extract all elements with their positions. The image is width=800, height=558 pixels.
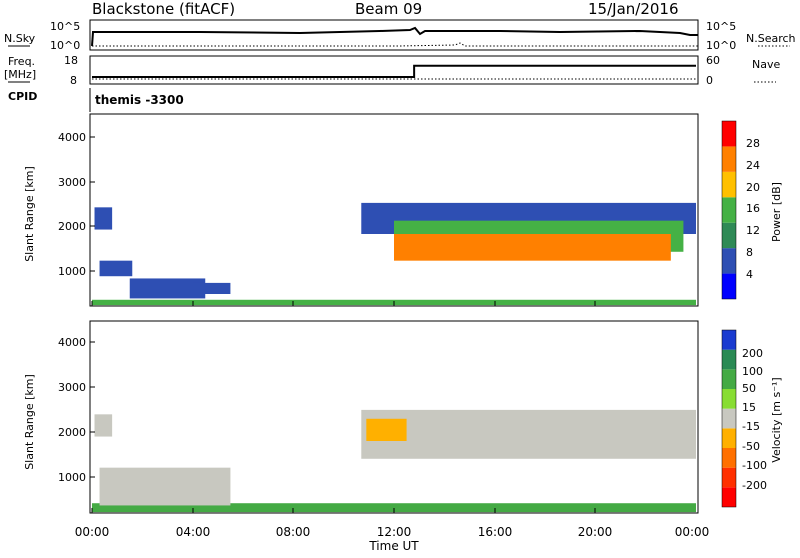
- beam-label: Beam 09: [355, 0, 422, 18]
- power-ytick: 2000: [58, 220, 86, 233]
- velocity-cbar-tick: 50: [742, 382, 756, 395]
- power-cbar-tick: 28: [746, 137, 760, 150]
- velocity-cbar-tick: -200: [742, 479, 767, 492]
- velocity-y-ticks: 1000 2000 3000 4000: [58, 336, 95, 484]
- nsky-tick-low: 10^0: [50, 39, 80, 52]
- velocity-cbar-tick: 100: [742, 365, 763, 378]
- power-ytick: 1000: [58, 265, 86, 278]
- velocity-cell: [94, 414, 113, 437]
- velocity-cells: [92, 409, 696, 513]
- nsky-tick-high: 10^5: [50, 20, 80, 33]
- nsearch-tick-high: 10^5: [706, 20, 736, 33]
- power-cbar-tick: 16: [746, 202, 760, 215]
- velocity-ytick: 2000: [58, 426, 86, 439]
- velocity-cbar-tick: 15: [742, 401, 756, 414]
- nave-tick-high: 60: [706, 54, 720, 67]
- power-colorbar-segment: [722, 222, 736, 249]
- power-colorbar-segment: [722, 197, 736, 223]
- cpid-value: themis -3300: [95, 93, 184, 107]
- nave-label: Nave: [752, 58, 780, 71]
- cpid-panel: CPID themis -3300: [8, 88, 184, 112]
- power-cbar-tick: 24: [746, 159, 760, 172]
- velocity-colorbar: 200 100 50 15 -15 -50 -100 -200 Velocity…: [721, 329, 783, 508]
- nsky-line: [91, 26, 698, 47]
- velocity-ytick: 1000: [58, 471, 86, 484]
- velocity-cbar-tick: 200: [742, 347, 763, 360]
- velocity-cell: [366, 418, 407, 441]
- power-panel: 1000 2000 3000 4000 Slant Range [km]: [23, 113, 699, 307]
- freq-label: Freq.: [8, 55, 35, 68]
- freq-tick-low: 8: [70, 74, 77, 87]
- power-cell: [99, 260, 133, 277]
- x-tick-label: 00:00: [675, 525, 710, 539]
- x-tick-label: 04:00: [176, 525, 211, 539]
- x-tick-marks: [91, 301, 596, 513]
- nsky-label: N.Sky: [4, 32, 36, 45]
- velocity-ytick: 3000: [58, 381, 86, 394]
- power-colorbar-segment: [722, 121, 736, 147]
- noise-panel: N.Sky 10^5 10^0 10^5 10^0 N.Search: [4, 19, 796, 52]
- power-colorbar-segment: [722, 171, 736, 198]
- velocity-colorbar-segment: [722, 330, 736, 350]
- power-cell: [192, 282, 231, 294]
- power-y-ticks: 1000 2000 3000 4000: [58, 131, 95, 278]
- velocity-colorbar-segment: [722, 408, 736, 429]
- frequency-line: [92, 64, 696, 78]
- nsearch-line: [92, 42, 698, 47]
- power-ytick: 4000: [58, 131, 86, 144]
- frequency-panel: Freq. [MHz] 18 8 60 0 Nave: [4, 54, 780, 87]
- x-tick-label: 00:00: [75, 525, 110, 539]
- power-cell: [394, 234, 671, 261]
- power-cell: [129, 278, 206, 299]
- velocity-panel: 1000 2000 3000 4000 Slant Range [km]: [23, 320, 699, 514]
- power-colorbar-segment: [722, 146, 736, 172]
- velocity-colorbar-segment: [722, 448, 736, 468]
- power-cells: [92, 202, 696, 306]
- power-ytick: 3000: [58, 176, 86, 189]
- nsearch-tick-low: 10^0: [706, 39, 736, 52]
- nsearch-label: N.Search: [746, 32, 796, 45]
- velocity-colorbar-segment: [722, 389, 736, 409]
- velocity-colorbar-segment: [722, 369, 736, 389]
- power-cbar-tick: 8: [746, 246, 753, 259]
- velocity-colorbar-segment: [722, 467, 736, 488]
- power-cell: [94, 207, 113, 230]
- freq-unit: [MHz]: [4, 68, 36, 81]
- x-tick-label: 12:00: [377, 525, 412, 539]
- x-axis: 00:00 04:00 08:00 12:00 16:00 20:00 00:0…: [75, 301, 710, 553]
- velocity-ylabel: Slant Range [km]: [23, 374, 36, 470]
- velocity-colorbar-segments: [722, 330, 736, 507]
- velocity-cbar-tick: -15: [742, 420, 760, 433]
- velocity-cbar-tick: -100: [742, 459, 767, 472]
- power-colorbar: 4 8 12 16 20 24 28 Power [dB]: [721, 120, 783, 300]
- cpid-label: CPID: [8, 90, 37, 103]
- station-title: Blackstone (fitACF): [92, 0, 235, 18]
- power-colorbar-segment: [722, 273, 736, 299]
- x-tick-label: 16:00: [478, 525, 513, 539]
- x-axis-label: Time UT: [368, 539, 419, 553]
- power-cbar-tick: 4: [746, 268, 753, 281]
- velocity-cbar-label: Velocity [m s⁻¹]: [770, 377, 783, 462]
- velocity-colorbar-segment: [722, 349, 736, 370]
- x-tick-label: 08:00: [276, 525, 311, 539]
- velocity-colorbar-segment: [722, 428, 736, 448]
- velocity-cell: [361, 409, 696, 459]
- freq-tick-high: 18: [64, 54, 78, 67]
- velocity-colorbar-segment: [722, 487, 736, 507]
- velocity-cbar-tick: -50: [742, 440, 760, 453]
- power-colorbar-segments: [722, 121, 736, 299]
- velocity-cell: [92, 503, 696, 513]
- date-label: 15/Jan/2016: [588, 0, 679, 18]
- power-colorbar-segment: [722, 248, 736, 274]
- power-cbar-label: Power [dB]: [770, 182, 783, 242]
- power-cbar-tick: 12: [746, 224, 760, 237]
- velocity-cell: [99, 467, 231, 506]
- power-ylabel: Slant Range [km]: [23, 166, 36, 262]
- velocity-ytick: 4000: [58, 336, 86, 349]
- nave-tick-low: 0: [706, 74, 713, 87]
- power-cbar-tick: 20: [746, 181, 760, 194]
- x-tick-label: 20:00: [578, 525, 613, 539]
